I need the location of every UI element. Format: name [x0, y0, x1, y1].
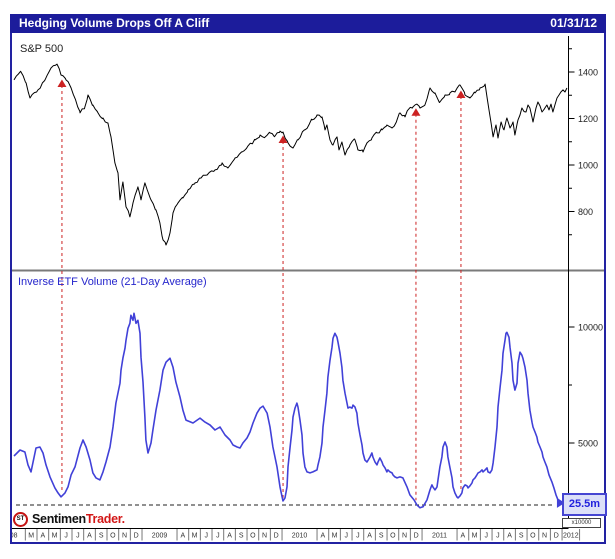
x-axis-label: J: [64, 533, 68, 540]
latest-value-arrow-icon: [556, 497, 565, 508]
x-axis-label: M: [192, 533, 198, 540]
x-axis-label: N: [542, 533, 547, 540]
title-date: 01/31/12: [550, 16, 597, 30]
x-axis-label: 2012: [563, 533, 579, 540]
x-axis-label: J: [484, 533, 488, 540]
y-axis-label: 5000: [578, 439, 598, 449]
x-axis-label: D: [554, 533, 559, 540]
x-axis-label: S: [519, 533, 524, 540]
x-axis-label: D: [414, 533, 419, 540]
x-axis-label: A: [227, 533, 232, 540]
y-axis-label: 1000: [578, 161, 598, 171]
brand-wordmark-black: Sentimen: [32, 511, 86, 526]
x-axis-label: 2011: [432, 533, 447, 540]
x-axis-label: N: [262, 533, 267, 540]
sp500-panel-label: S&P 500: [20, 43, 64, 55]
x-axis-label: J: [204, 533, 208, 540]
x-axis-label: M: [28, 533, 34, 540]
x-axis-label: A: [461, 533, 466, 540]
brand-wordmark: SentimenTrader.: [32, 512, 125, 527]
y-axis-label: 800: [578, 207, 593, 217]
page-title: Hedging Volume Drops Off A Cliff: [19, 16, 210, 30]
x-axis-label: O: [110, 533, 116, 540]
x-axis-label: O: [250, 533, 256, 540]
x-axis-label: M: [52, 533, 58, 540]
signal-triangle-marker: [57, 79, 67, 87]
inverse-etf-volume-line: [13, 312, 561, 509]
brand-wordmark-red: Trader.: [85, 511, 125, 526]
x-axis-label: S: [99, 533, 104, 540]
x-axis-label: N: [122, 533, 127, 540]
x-axis-label: A: [367, 533, 372, 540]
latest-value-callout: 25.5m: [562, 493, 607, 516]
y-axis-label: 1400: [578, 68, 598, 78]
x-axis-label-group: 08 M A M J J A S O N D 2009 A M J J A S O N D 2010 A M J J A S O N D 20…: [10, 529, 581, 541]
x-axis-label: S: [239, 533, 244, 540]
volume-panel-label: Inverse ETF Volume (21-Day Average): [18, 276, 207, 288]
chart-frame: [10, 14, 606, 544]
axis-multiplier-note: x10000: [562, 518, 601, 528]
x-axis-label: O: [530, 533, 536, 540]
y-axis-label: 10000: [578, 323, 603, 333]
x-axis-label: A: [41, 533, 46, 540]
x-axis-label: A: [181, 533, 186, 540]
x-axis-label: D: [274, 533, 279, 540]
x-axis-label: A: [507, 533, 512, 540]
signal-triangle-marker: [456, 90, 466, 98]
x-axis-label: J: [344, 533, 348, 540]
signal-triangle-marker: [278, 135, 288, 143]
x-axis-label: 2009: [152, 533, 168, 540]
x-axis-label: S: [379, 533, 384, 540]
x-axis-label: M: [332, 533, 338, 540]
x-axis-label: O: [390, 533, 396, 540]
x-axis-label: J: [496, 533, 500, 540]
sp500-price-line: [13, 63, 568, 246]
x-axis-label: A: [87, 533, 92, 540]
x-axis-label: 2010: [292, 533, 308, 540]
x-axis-label: A: [321, 533, 326, 540]
title-bar: Hedging Volume Drops Off A Cliff 01/31/1…: [10, 14, 606, 33]
y-axis-label: 1200: [578, 114, 598, 124]
x-axis-label: 08: [10, 533, 18, 540]
sentimentrader-logo-icon: ST: [13, 511, 28, 527]
x-axis-label: J: [76, 533, 80, 540]
x-axis-label: J: [356, 533, 360, 540]
x-axis-label: M: [472, 533, 478, 540]
x-axis-label: N: [402, 533, 407, 540]
x-axis-label: D: [134, 533, 139, 540]
x-axis-label: J: [216, 533, 220, 540]
sentimentrader-brand: ST SentimenTrader.: [13, 509, 125, 529]
signal-triangle-marker: [411, 108, 421, 116]
